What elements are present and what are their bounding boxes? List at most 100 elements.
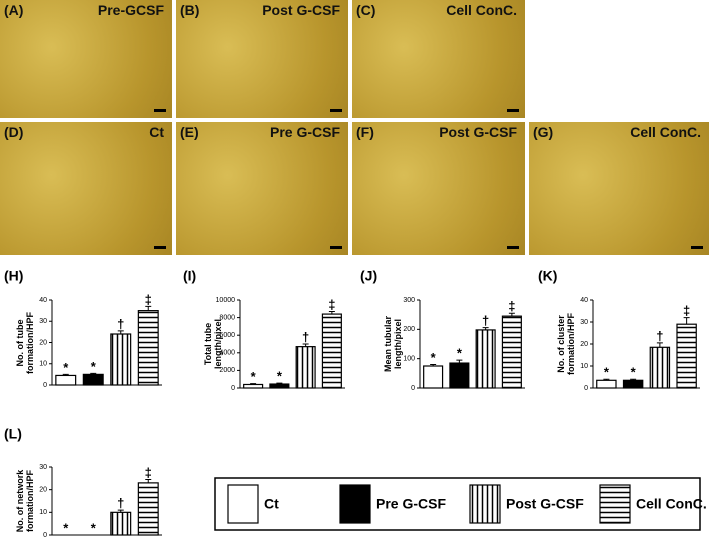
y-tick-label: 4000 bbox=[219, 350, 235, 357]
significance-marker: * bbox=[431, 350, 437, 365]
panel-label: (A) bbox=[4, 2, 24, 18]
significance-marker: † bbox=[117, 316, 124, 331]
significance-marker: * bbox=[63, 520, 69, 535]
y-tick-label: 30 bbox=[39, 464, 47, 471]
y-tick-label: 10 bbox=[39, 361, 47, 368]
legend-label: Pre G-CSF bbox=[376, 496, 446, 512]
bar bbox=[423, 365, 444, 389]
micrograph: (G) Cell ConC. bbox=[529, 122, 709, 255]
y-tick-label: 20 bbox=[580, 341, 588, 348]
bar bbox=[82, 373, 104, 386]
bar bbox=[110, 333, 132, 386]
bar bbox=[243, 383, 264, 389]
y-tick-label: 10 bbox=[580, 363, 588, 370]
bar bbox=[295, 346, 316, 389]
significance-marker: ‡ bbox=[508, 299, 515, 314]
bar bbox=[676, 323, 697, 389]
panel-label: (G) bbox=[533, 124, 554, 140]
y-tick-label: 0 bbox=[411, 385, 415, 392]
scale-bar bbox=[507, 246, 519, 249]
micrograph: (D) Ct bbox=[0, 122, 172, 255]
significance-marker: * bbox=[457, 346, 463, 361]
scale-bar bbox=[154, 109, 166, 112]
legend-label: Ct bbox=[264, 496, 279, 512]
significance-marker: * bbox=[631, 365, 637, 380]
panel-caption: Pre G-CSF bbox=[269, 124, 340, 140]
scale-bar bbox=[691, 246, 703, 249]
y-tick-label: 0 bbox=[43, 382, 47, 389]
y-tick-label: 20 bbox=[39, 487, 47, 494]
legend-label: Cell ConC. bbox=[636, 496, 707, 512]
error-bar bbox=[145, 305, 152, 311]
scale-bar bbox=[507, 109, 519, 112]
bar bbox=[321, 313, 342, 389]
bar bbox=[649, 346, 671, 389]
error-bar bbox=[683, 317, 690, 325]
panel-label: (H) bbox=[4, 268, 23, 284]
legend-swatch bbox=[599, 484, 631, 524]
significance-marker: ‡ bbox=[328, 297, 335, 312]
bar bbox=[596, 379, 617, 389]
micrograph: (B) Post G-CSF bbox=[176, 0, 348, 118]
legend-swatch bbox=[339, 484, 371, 524]
y-tick-label: 40 bbox=[580, 297, 588, 304]
significance-marker: * bbox=[91, 359, 97, 374]
panel-label: (C) bbox=[356, 2, 376, 18]
panel-label: (D) bbox=[4, 124, 24, 140]
y-tick-label: 20 bbox=[39, 339, 47, 346]
error-bar bbox=[430, 364, 437, 366]
panel-label: (B) bbox=[180, 2, 200, 18]
panel-caption: Post G-CSF bbox=[439, 124, 517, 140]
y-tick-label: 10 bbox=[39, 509, 47, 516]
micrograph: (A) Pre-GCSF bbox=[0, 0, 172, 118]
error-bar bbox=[276, 382, 283, 385]
significance-marker: * bbox=[277, 369, 283, 384]
bar bbox=[622, 379, 644, 389]
significance-marker: ‡ bbox=[145, 292, 152, 307]
y-axis-label: No. of cluster formation/HPF bbox=[556, 313, 576, 375]
y-tick-label: 6000 bbox=[219, 332, 235, 339]
bar bbox=[137, 310, 159, 386]
panel-label: (K) bbox=[538, 268, 557, 284]
legend-label: Post G-CSF bbox=[506, 496, 584, 512]
error-bar bbox=[250, 383, 257, 385]
panel-caption: Post G-CSF bbox=[262, 2, 340, 18]
y-axis-label: Mean tubular length/pixel bbox=[383, 316, 403, 373]
y-axis-label: No. of tube formation/HPF bbox=[15, 311, 35, 374]
bar bbox=[475, 329, 496, 389]
y-tick-label: 0 bbox=[584, 385, 588, 392]
significance-marker: * bbox=[604, 365, 610, 380]
significance-marker: * bbox=[251, 369, 257, 384]
y-axis-label: Total tube length/pixel bbox=[203, 319, 223, 370]
y-tick-label: 200 bbox=[403, 326, 415, 333]
y-tick-label: 30 bbox=[39, 318, 47, 325]
significance-marker: † bbox=[482, 313, 489, 328]
error-bar bbox=[90, 372, 97, 375]
error-bar bbox=[117, 509, 124, 513]
legend-swatch bbox=[469, 484, 501, 524]
panel-label: (L) bbox=[4, 426, 22, 442]
y-tick-label: 30 bbox=[580, 319, 588, 326]
error-bar bbox=[603, 378, 610, 381]
panel-caption: Cell ConC. bbox=[446, 2, 517, 18]
error-bar bbox=[656, 342, 663, 348]
panel-label: (E) bbox=[180, 124, 199, 140]
bar bbox=[501, 315, 522, 389]
panel-caption: Ct bbox=[149, 124, 164, 140]
micrograph: (C) Cell ConC. bbox=[352, 0, 525, 118]
significance-marker: * bbox=[63, 360, 69, 375]
panel-label: (I) bbox=[183, 268, 196, 284]
panel-caption: Cell ConC. bbox=[630, 124, 701, 140]
y-tick-label: 10000 bbox=[216, 297, 236, 304]
error-bar bbox=[508, 312, 515, 317]
scale-bar bbox=[330, 109, 342, 112]
bar bbox=[269, 383, 290, 389]
legend-swatch bbox=[227, 484, 259, 524]
error-bar bbox=[328, 310, 335, 315]
bar bbox=[110, 511, 132, 536]
significance-marker: * bbox=[91, 520, 97, 535]
significance-marker: ‡ bbox=[145, 465, 152, 480]
micrograph: (F) Post G-CSF bbox=[352, 122, 525, 255]
